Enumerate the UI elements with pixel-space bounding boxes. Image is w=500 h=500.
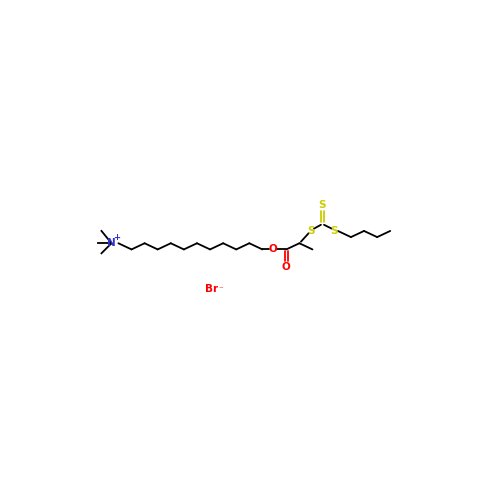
Text: ⁻: ⁻ [218, 285, 224, 294]
Text: N: N [107, 238, 116, 248]
Text: S: S [318, 200, 326, 210]
Text: S: S [307, 226, 314, 236]
Text: S: S [330, 226, 338, 236]
Text: O: O [268, 244, 277, 254]
Text: Br: Br [204, 284, 218, 294]
Text: +: + [114, 234, 120, 242]
Text: O: O [282, 262, 290, 272]
